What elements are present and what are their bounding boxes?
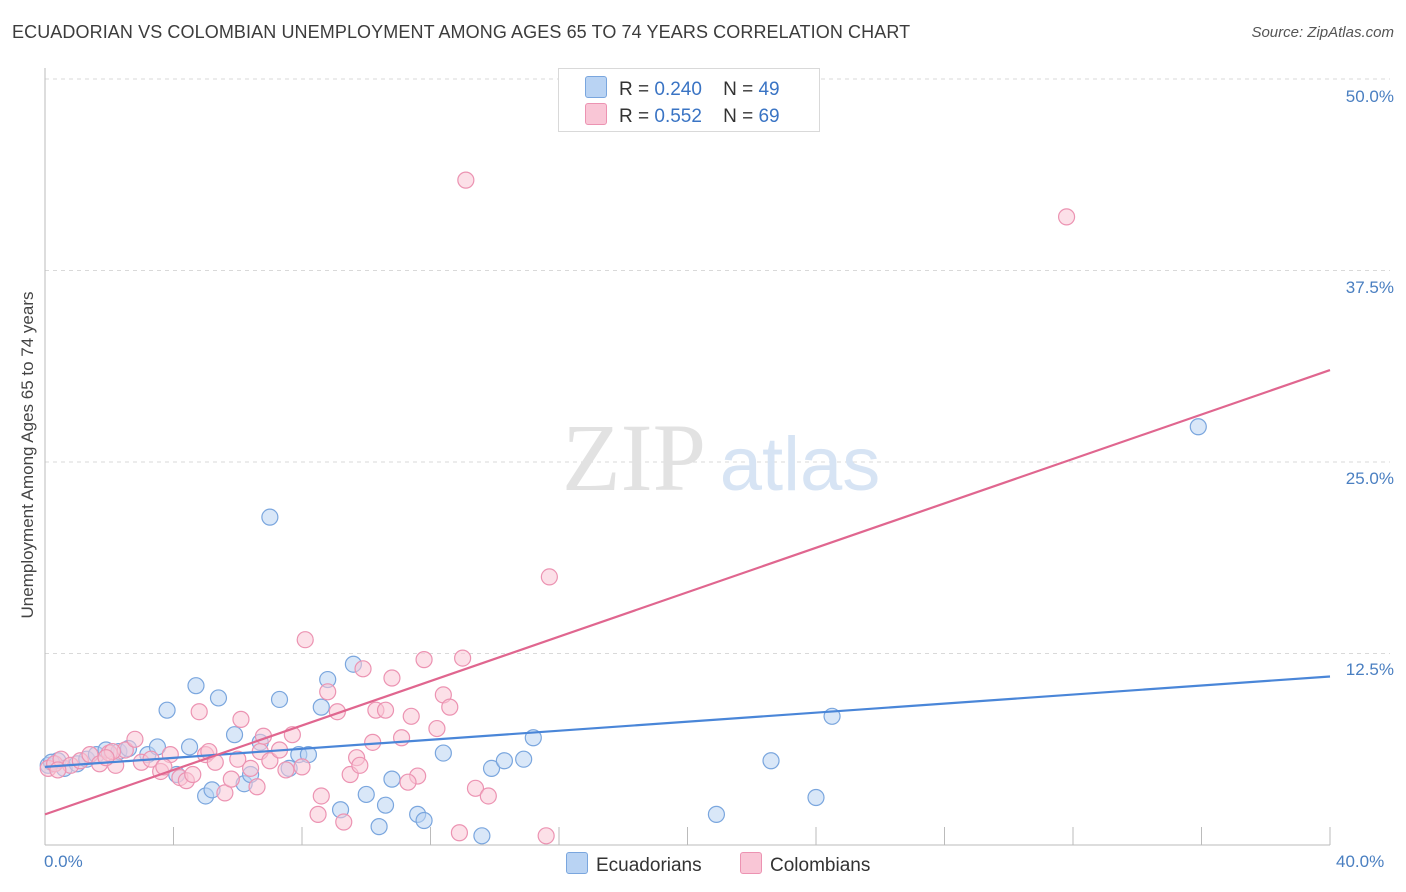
ecuadorian-point-18 — [225, 726, 244, 744]
colombian-point-37 — [319, 683, 337, 701]
legend-series-name: Colombians — [770, 855, 871, 876]
colombian-point-26 — [242, 759, 260, 778]
chart-title: ECUADORIAN VS COLOMBIAN UNEMPLOYMENT AMO… — [12, 22, 911, 42]
legend-n-value: 49 — [758, 79, 780, 100]
y-tick-label-37-5: 37.5% — [1345, 278, 1394, 297]
legend-row-ecuadorians: R = 0.240 N = 49 — [585, 76, 780, 101]
colombian-point-64 — [248, 778, 266, 796]
ecuadorian-point-38 — [473, 827, 491, 845]
legend-n-label: N = — [723, 79, 754, 100]
ecuadorian-point-27 — [312, 698, 330, 716]
ecuadorian-point-31 — [357, 785, 375, 804]
legend-swatch-colombians — [585, 103, 607, 125]
ecuadorian-point-34 — [383, 770, 401, 788]
legend-r-value: 0.552 — [654, 106, 702, 127]
colombian-point-67 — [49, 761, 67, 779]
axes — [44, 68, 1331, 846]
colombian-trend-line — [44, 369, 1331, 816]
ecuadorian-point-44 — [762, 752, 780, 770]
colombian-point-50 — [415, 651, 433, 669]
ecuadorian-point-47 — [1189, 418, 1207, 436]
x-tick-label-max: 40.0% — [1336, 852, 1385, 871]
gridlines — [45, 78, 1390, 654]
colombian-point-10 — [126, 730, 144, 748]
watermark-atlas: atlas — [720, 422, 881, 507]
ecuadorian-point-39 — [482, 759, 501, 778]
legend-swatch-ecuadorians — [566, 852, 588, 874]
x-tick-label-min: 0.0% — [44, 852, 83, 871]
colombian-point-34 — [296, 631, 314, 649]
series-legend-colombians[interactable]: Colombians — [740, 852, 870, 877]
colombian-point-31 — [277, 761, 295, 779]
colombian-point-36 — [312, 787, 330, 805]
colombian-point-17 — [184, 765, 202, 784]
legend-n-label: N = — [723, 106, 754, 127]
legend-n-value: 69 — [758, 106, 780, 127]
colombian-point-57 — [479, 787, 497, 805]
legend-r-label: R = — [619, 106, 650, 127]
colombian-point-23 — [222, 770, 240, 788]
ecuadorian-point-36 — [415, 811, 433, 830]
colombian-point-55 — [454, 649, 472, 667]
ecuadorian-point-33 — [376, 796, 395, 814]
legend-row-colombians: R = 0.552 N = 69 — [585, 103, 780, 128]
ecuadorian-point-37 — [434, 744, 452, 762]
colombian-point-47 — [392, 729, 411, 747]
colombian-point-35 — [309, 805, 327, 823]
colombian-point-24 — [229, 750, 247, 768]
ecuadorian-point-40 — [495, 752, 513, 770]
stats-legend: R = 0.240 N = 49 R = 0.552 N = 69 — [558, 68, 820, 132]
colombian-point-25 — [232, 710, 250, 728]
ecuadorian-point-14 — [187, 677, 205, 695]
colombian-point-59 — [537, 827, 555, 845]
y-axis-title: Unemployment Among Ages 65 to 74 years — [18, 291, 37, 619]
ecuadorian-point-23 — [270, 690, 289, 709]
legend-swatch-ecuadorians — [585, 76, 607, 98]
colombian-point-33 — [293, 758, 311, 776]
series-legend-ecuadorians[interactable]: Ecuadorians — [566, 852, 702, 877]
colombian-point-39 — [335, 813, 353, 831]
colombian-point-51 — [428, 719, 446, 738]
colombian-point-45 — [376, 701, 395, 719]
colombian-point-18 — [190, 703, 208, 721]
colombian-point-58 — [457, 171, 475, 189]
colombian-point-29 — [261, 752, 279, 770]
trend-lines — [44, 369, 1331, 816]
legend-r-value: 0.240 — [654, 79, 702, 100]
ecuadorian-point-41 — [515, 750, 533, 768]
colombian-point-42 — [354, 660, 372, 678]
colombian-point-54 — [450, 824, 469, 842]
legend-series-name: Ecuadorians — [596, 855, 702, 876]
ecuadorian-point-11 — [158, 701, 176, 719]
colombian-point-56 — [466, 779, 485, 797]
colombian-point-46 — [383, 669, 401, 687]
colombian-point-53 — [441, 698, 459, 716]
ecuadorian-point-43 — [707, 805, 726, 823]
legend-swatch-colombians — [740, 852, 762, 874]
colombian-point-61 — [1057, 208, 1076, 226]
source-label: Source: ZipAtlas.com — [1251, 24, 1394, 41]
colombian-point-22 — [216, 784, 234, 802]
colombian-point-66 — [399, 773, 417, 791]
ecuadorian-trend-line — [44, 675, 1331, 768]
ecuadorian-point-17 — [209, 689, 228, 707]
ecuadorian-point-32 — [370, 818, 388, 836]
colombian-point-65 — [351, 756, 369, 774]
legend-r-label: R = — [619, 79, 650, 100]
ecuadorian-point-13 — [180, 738, 199, 756]
watermark: ZIP atlas — [562, 404, 880, 511]
ecuadorian-point-45 — [807, 788, 825, 807]
watermark-zip: ZIP — [562, 404, 706, 511]
colombian-point-60 — [540, 568, 558, 586]
colombian-point-48 — [402, 707, 420, 725]
y-tick-label-12-5: 12.5% — [1345, 660, 1394, 679]
ecuadorian-point-22 — [261, 508, 279, 526]
y-tick-label-25: 25.0% — [1345, 469, 1394, 488]
y-tick-label-50: 50.0% — [1345, 87, 1394, 106]
